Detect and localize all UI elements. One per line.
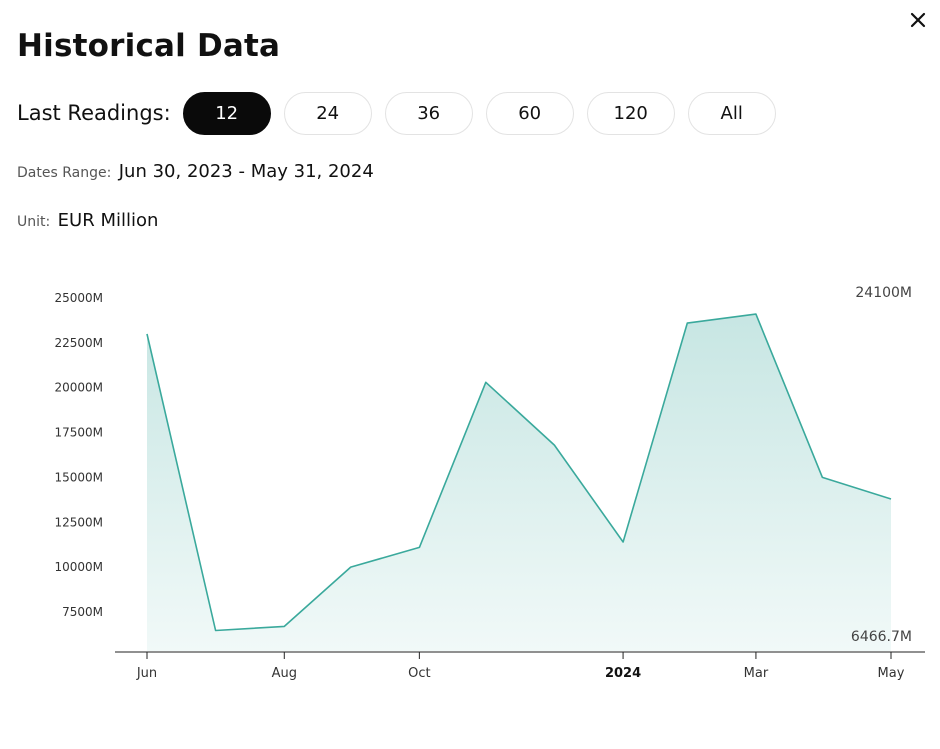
y-tick-label: 25000M bbox=[54, 291, 103, 305]
close-icon bbox=[910, 12, 926, 28]
x-tick-label: Oct bbox=[408, 666, 430, 681]
y-tick-label: 22500M bbox=[54, 336, 103, 350]
readings-option-60[interactable]: 60 bbox=[485, 91, 574, 135]
data-point bbox=[820, 475, 824, 479]
y-tick-label: 20000M bbox=[54, 381, 103, 395]
dates-range-value: Jun 30, 2023 - May 31, 2024 bbox=[118, 161, 374, 182]
close-button[interactable] bbox=[906, 8, 930, 32]
data-point bbox=[282, 624, 286, 628]
x-tick-label: Mar bbox=[744, 666, 769, 681]
data-point bbox=[145, 332, 149, 336]
y-tick-label: 7500M bbox=[62, 605, 103, 619]
readings-option-all[interactable]: All bbox=[687, 91, 776, 135]
readings-option-36[interactable]: 36 bbox=[384, 91, 473, 135]
readings-selector: Last Readings: 12 24 36 60 120 All bbox=[17, 91, 789, 135]
data-point bbox=[349, 565, 353, 569]
x-tick-label: May bbox=[878, 666, 905, 681]
dates-range-label: Dates Range: bbox=[17, 165, 112, 181]
data-point bbox=[889, 497, 893, 501]
x-tick-label: Aug bbox=[272, 666, 297, 681]
data-point bbox=[417, 545, 421, 549]
y-tick-label: 15000M bbox=[54, 470, 103, 484]
data-point bbox=[685, 321, 689, 325]
unit-value: EUR Million bbox=[57, 210, 159, 231]
y-tick-label: 10000M bbox=[54, 560, 103, 574]
page-title: Historical Data bbox=[17, 28, 281, 64]
data-point bbox=[552, 443, 556, 447]
data-point bbox=[621, 540, 625, 544]
data-point bbox=[754, 312, 758, 316]
x-tick-label: Jun bbox=[136, 666, 157, 681]
y-tick-label: 12500M bbox=[54, 515, 103, 529]
data-point bbox=[484, 380, 488, 384]
dates-range: Dates Range: Jun 30, 2023 - May 31, 2024 bbox=[17, 161, 374, 182]
max-label: 24100M bbox=[855, 285, 912, 301]
data-point bbox=[214, 629, 218, 633]
unit-label: Unit: bbox=[17, 214, 51, 230]
readings-option-120[interactable]: 120 bbox=[586, 91, 675, 135]
series-line bbox=[146, 313, 892, 632]
readings-option-24[interactable]: 24 bbox=[283, 91, 372, 135]
x-tick-label: 2024 bbox=[605, 666, 641, 681]
readings-option-12[interactable]: 12 bbox=[182, 91, 271, 135]
min-label: 6466.7M bbox=[851, 629, 912, 645]
readings-label: Last Readings: bbox=[17, 101, 171, 125]
y-tick-label: 17500M bbox=[54, 426, 103, 440]
area-fill bbox=[147, 314, 891, 651]
unit-info: Unit: EUR Million bbox=[17, 210, 158, 231]
